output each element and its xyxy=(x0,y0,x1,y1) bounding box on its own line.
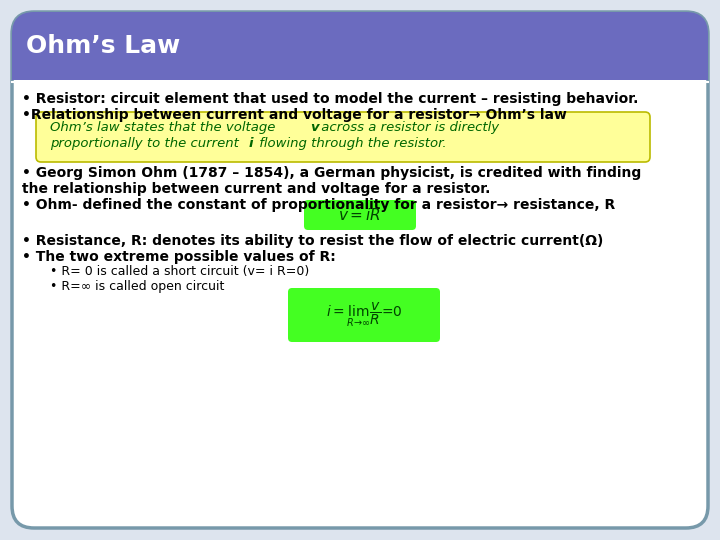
Text: • The two extreme possible values of R:: • The two extreme possible values of R: xyxy=(22,250,336,264)
Text: Ohm’s law states that the voltage: Ohm’s law states that the voltage xyxy=(50,121,279,134)
Text: flowing through the resistor.: flowing through the resistor. xyxy=(255,137,446,150)
Text: $v = iR$: $v = iR$ xyxy=(338,207,382,223)
Text: proportionally to the current: proportionally to the current xyxy=(50,137,243,150)
FancyBboxPatch shape xyxy=(36,112,650,162)
Text: • Ohm- defined the constant of proportionality for a resistor→ resistance, R: • Ohm- defined the constant of proportio… xyxy=(22,198,616,212)
Text: $i = \lim_{R\to\infty}\dfrac{v}{R} = 0$: $i = \lim_{R\to\infty}\dfrac{v}{R} = 0$ xyxy=(325,301,402,329)
Text: • R= 0 is called a short circuit (v= i R=0): • R= 0 is called a short circuit (v= i R… xyxy=(50,265,310,278)
Text: • Resistor: circuit element that used to model the current – resisting behavior.: • Resistor: circuit element that used to… xyxy=(22,92,639,106)
Text: • Georg Simon Ohm (1787 – 1854), a German physicist, is credited with finding: • Georg Simon Ohm (1787 – 1854), a Germa… xyxy=(22,166,642,180)
Text: the relationship between current and voltage for a resistor.: the relationship between current and vol… xyxy=(22,182,490,196)
Text: •Relationship between current and voltage for a resistor→ Ohm’s law: •Relationship between current and voltag… xyxy=(22,108,567,122)
Text: • R=∞ is called open circuit: • R=∞ is called open circuit xyxy=(50,280,225,293)
FancyBboxPatch shape xyxy=(12,12,708,80)
Text: • Resistance, R: denotes its ability to resist the flow of electric current(Ω): • Resistance, R: denotes its ability to … xyxy=(22,234,603,248)
FancyBboxPatch shape xyxy=(12,12,708,528)
Text: across a resistor is directly: across a resistor is directly xyxy=(317,121,499,134)
Text: Ohm’s Law: Ohm’s Law xyxy=(26,34,180,58)
FancyBboxPatch shape xyxy=(288,288,440,342)
FancyBboxPatch shape xyxy=(304,200,416,230)
Text: i: i xyxy=(249,137,253,150)
Bar xyxy=(12,46,708,80)
Text: v: v xyxy=(310,121,319,134)
